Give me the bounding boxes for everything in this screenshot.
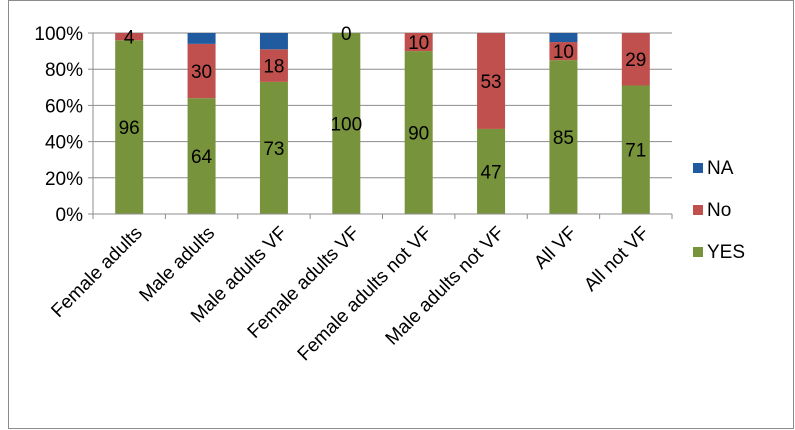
bar-na-2	[259, 33, 288, 50]
data-label-no: 30	[191, 62, 212, 83]
bar-yes-5	[477, 128, 506, 214]
category-label: All VF	[530, 223, 581, 274]
y-tick-label: 40%	[45, 133, 83, 154]
y-tick-label: 100%	[34, 24, 83, 45]
legend: NA No YES	[693, 158, 745, 263]
data-label-yes: 73	[263, 139, 284, 160]
data-label-no: 4	[124, 28, 135, 49]
category-label: Female adults	[47, 223, 146, 322]
bar-no-6	[549, 42, 578, 61]
category-label: All not VF	[580, 223, 653, 296]
data-label-no: 10	[408, 33, 429, 54]
data-label-yes: 85	[553, 128, 574, 149]
data-labels: 96 4 64 30 73 18 100 0 90 10 47 53 85 10 71 29	[119, 24, 647, 183]
gridlines	[93, 32, 672, 179]
legend-swatch-no	[693, 205, 703, 215]
bar-yes-6	[549, 60, 578, 215]
bar-na-1	[187, 33, 216, 44]
bar-yes-2	[259, 81, 288, 215]
data-label-no: 10	[553, 42, 574, 63]
bar-no-2	[259, 49, 288, 82]
bar-no-7	[621, 33, 650, 86]
legend-label-na: NA	[707, 158, 734, 179]
y-tick-label: 80%	[45, 60, 83, 81]
legend-label-no: No	[707, 200, 731, 221]
bar-yes-3	[332, 33, 361, 214]
y-tick-label: 0%	[56, 205, 84, 226]
y-tick-label: 20%	[45, 169, 83, 190]
bar-no-1	[187, 43, 216, 99]
y-tick-label: 60%	[45, 96, 83, 117]
data-label-yes: 96	[119, 118, 140, 139]
data-label-yes: 71	[625, 141, 646, 162]
legend-swatch-yes	[693, 247, 703, 257]
legend-swatch-na	[693, 163, 703, 173]
bar-na-6	[549, 33, 578, 43]
data-label-yes: 100	[330, 115, 362, 136]
bar-yes-0	[115, 40, 144, 214]
data-label-yes: 47	[480, 162, 501, 183]
bar-no-4	[404, 33, 433, 52]
data-label-yes: 90	[408, 124, 429, 145]
legend-label-yes: YES	[707, 242, 745, 263]
data-label-no: 53	[480, 72, 501, 93]
data-label-yes: 64	[191, 147, 213, 168]
data-label-no: 0	[341, 24, 352, 45]
bar-no-0	[115, 33, 144, 41]
category-label: Female adults not VF	[294, 223, 437, 366]
bar-no-5	[477, 33, 506, 129]
data-label-no: 18	[263, 57, 284, 78]
category-label: Male adults not VF	[382, 223, 509, 350]
bars	[115, 33, 650, 215]
bar-yes-7	[621, 85, 650, 215]
bar-yes-1	[187, 98, 216, 214]
bar-yes-4	[404, 51, 433, 214]
data-label-no: 29	[625, 50, 646, 71]
